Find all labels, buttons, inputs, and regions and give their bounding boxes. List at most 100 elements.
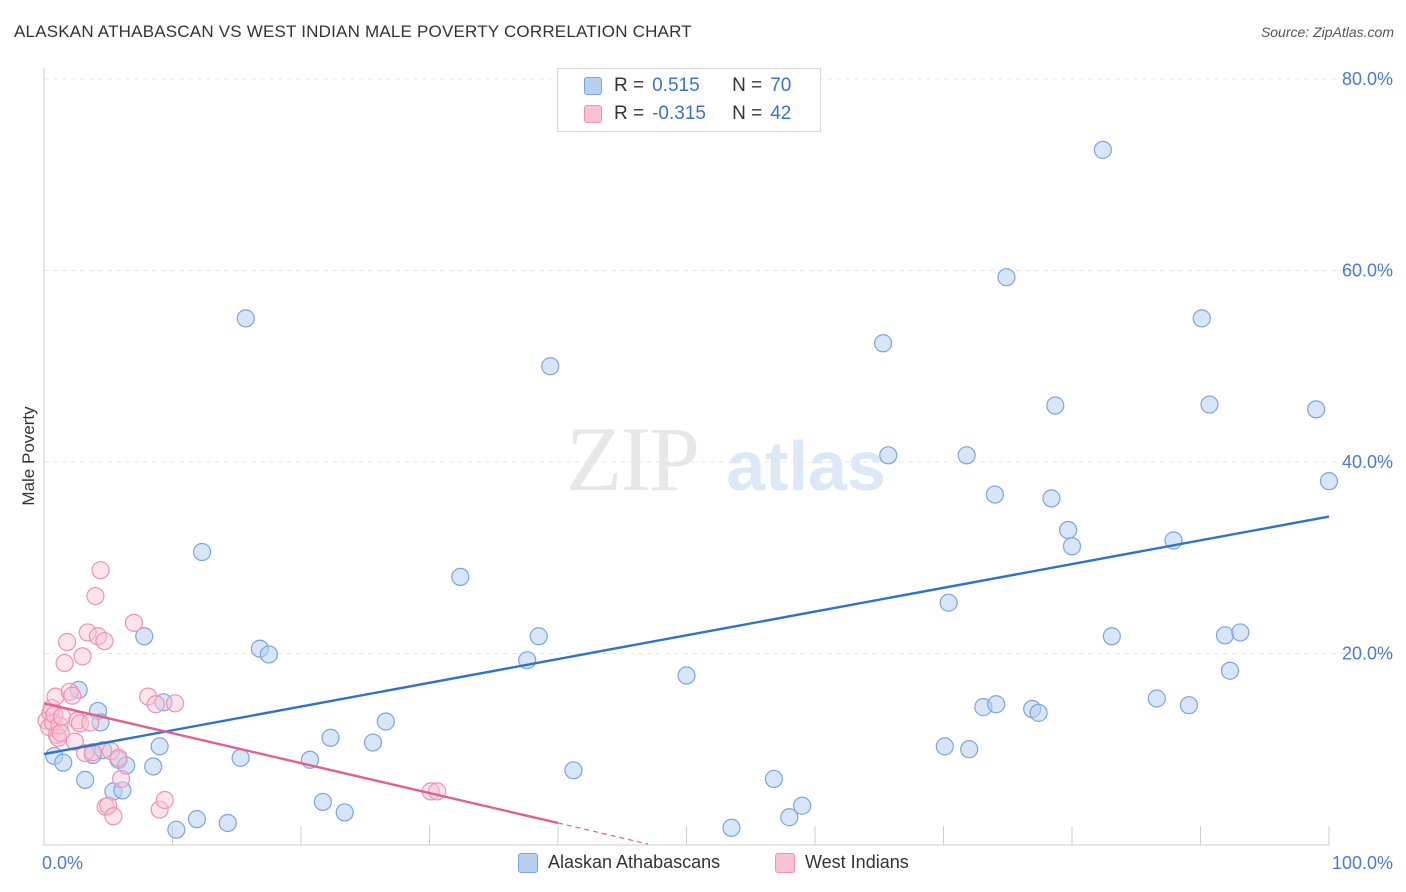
data-point-alaskan-athabascans <box>960 740 979 759</box>
axes <box>43 68 1330 846</box>
data-point-alaskan-athabascans <box>376 712 395 731</box>
y-axis-label: Male Poverty <box>19 406 38 506</box>
data-point-alaskan-athabascans <box>1029 703 1048 722</box>
data-point-west-indians <box>138 687 158 706</box>
y-tick-label: 60.0% <box>1342 261 1393 281</box>
data-point-alaskan-athabascans <box>1062 537 1082 556</box>
data-point-west-indians <box>78 623 97 642</box>
data-point-alaskan-athabascans <box>117 756 136 775</box>
legend-r-label: R = <box>614 75 645 96</box>
data-point-alaskan-athabascans <box>1102 627 1121 646</box>
data-point-alaskan-athabascans <box>780 808 799 827</box>
data-point-alaskan-athabascans <box>1179 696 1199 715</box>
data-point-west-indians <box>76 743 95 763</box>
data-point-alaskan-athabascans <box>1192 309 1211 328</box>
legend-row-blue: R = 0.515 N = 70 <box>584 74 791 98</box>
legend-r-value: 0.515 <box>652 75 700 96</box>
series-alaskan-athabascans <box>45 140 1339 839</box>
bottom-legend-pink: West Indians <box>775 852 909 873</box>
data-point-alaskan-athabascans <box>985 485 1005 504</box>
legend-n-label: N = <box>732 103 763 124</box>
data-point-alaskan-athabascans <box>335 803 354 822</box>
data-point-alaskan-athabascans <box>187 810 207 829</box>
watermark-atlas: atlas <box>726 427 886 505</box>
trend-line-west-indians-extension <box>557 822 649 845</box>
data-point-alaskan-athabascans <box>192 542 212 562</box>
legend-n-value: 42 <box>770 103 792 124</box>
data-point-alaskan-athabascans <box>218 813 237 833</box>
x-tick-label: 100.0% <box>1332 853 1393 873</box>
data-point-west-indians <box>146 695 165 714</box>
data-point-alaskan-athabascans <box>363 733 383 752</box>
legend-row-pink: R = -0.315 N = 42 <box>584 102 791 126</box>
x-tick-label: 0.0% <box>42 853 83 873</box>
data-point-alaskan-athabascans <box>1059 520 1078 540</box>
data-point-alaskan-athabascans <box>1093 140 1112 159</box>
trend-lines <box>43 515 1330 845</box>
data-point-west-indians <box>86 586 105 606</box>
data-point-alaskan-athabascans <box>1147 689 1166 708</box>
legend-swatch-pink <box>584 105 602 123</box>
data-point-alaskan-athabascans <box>113 781 132 800</box>
bottom-swatch-blue <box>518 852 538 873</box>
legend-swatch-blue <box>584 77 602 95</box>
data-point-alaskan-athabascans <box>259 645 278 664</box>
tick-labels: 20.0% 40.0% 60.0% 80.0% 0.0% 100.0% <box>42 69 1393 873</box>
data-point-alaskan-athabascans <box>321 728 340 747</box>
data-point-west-indians <box>55 653 74 673</box>
y-tick-label: 20.0% <box>1342 644 1393 664</box>
data-point-alaskan-athabascans <box>313 792 332 812</box>
series-west-indians <box>37 561 447 826</box>
y-tick-label: 40.0% <box>1342 452 1393 472</box>
data-point-alaskan-athabascans <box>1307 400 1326 419</box>
data-point-west-indians <box>58 632 77 652</box>
data-point-west-indians <box>73 647 92 666</box>
data-point-alaskan-athabascans <box>144 757 163 776</box>
data-point-west-indians <box>65 732 84 751</box>
legend-n-value: 70 <box>770 75 792 96</box>
data-point-alaskan-athabascans <box>167 820 186 839</box>
legend-n-label: N = <box>732 75 763 96</box>
trend-line-west-indians <box>43 702 559 825</box>
data-point-alaskan-athabascans <box>529 627 548 646</box>
watermark: ZIP atlas <box>566 408 886 510</box>
watermark-zip: ZIP <box>566 408 698 510</box>
data-point-alaskan-athabascans <box>564 761 583 780</box>
legend: R = 0.515 N = 70 R = -0.315 N = 42 <box>557 68 821 132</box>
data-point-west-indians <box>150 800 169 819</box>
data-point-west-indians <box>99 796 118 815</box>
data-point-alaskan-athabascans <box>987 695 1006 714</box>
y-tick-label: 80.0% <box>1342 69 1393 89</box>
data-point-alaskan-athabascans <box>541 357 560 376</box>
data-point-alaskan-athabascans <box>135 627 154 646</box>
data-point-alaskan-athabascans <box>231 748 250 767</box>
bottom-legend-label-blue: Alaskan Athabascans <box>548 852 721 872</box>
data-point-alaskan-athabascans <box>935 737 954 756</box>
data-point-alaskan-athabascans <box>677 666 696 685</box>
data-point-west-indians <box>83 743 102 762</box>
data-point-alaskan-athabascans <box>54 753 73 772</box>
data-point-alaskan-athabascans <box>722 818 741 837</box>
data-point-west-indians <box>165 694 185 713</box>
grid <box>44 78 1392 654</box>
data-point-alaskan-athabascans <box>957 446 976 465</box>
data-point-west-indians <box>111 769 131 789</box>
data-point-alaskan-athabascans <box>1046 396 1065 415</box>
data-point-alaskan-athabascans <box>76 770 95 789</box>
data-point-alaskan-athabascans <box>1200 395 1219 414</box>
data-point-alaskan-athabascans <box>1319 472 1339 491</box>
data-point-alaskan-athabascans <box>879 446 898 465</box>
data-point-alaskan-athabascans <box>939 593 958 612</box>
bottom-legend-blue: Alaskan Athabascans <box>518 852 720 873</box>
data-point-west-indians <box>124 613 144 632</box>
chart-title: ALASKAN ATHABASCAN VS WEST INDIAN MALE P… <box>14 22 692 41</box>
data-point-alaskan-athabascans <box>874 334 893 353</box>
data-point-alaskan-athabascans <box>451 567 470 587</box>
bottom-legend-label-pink: West Indians <box>805 852 909 872</box>
data-point-alaskan-athabascans <box>793 796 812 815</box>
data-point-alaskan-athabascans <box>236 309 255 328</box>
legend-r-label: R = <box>614 103 645 124</box>
data-point-west-indians <box>104 807 123 826</box>
data-point-west-indians <box>155 790 174 810</box>
